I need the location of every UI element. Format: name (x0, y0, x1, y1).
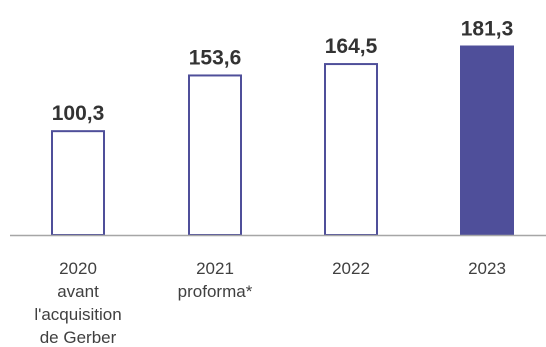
category-label-0-line-2: l'acquisition (34, 305, 121, 324)
bar-3 (460, 45, 514, 237)
value-label-3: 181,3 (461, 18, 514, 41)
category-label-0-line-1: avant (57, 282, 99, 301)
category-label-2-line-0: 2022 (332, 259, 370, 278)
category-label-1-line-1: proforma* (178, 282, 253, 301)
value-label-0: 100,3 (52, 102, 105, 125)
bar-1 (188, 74, 242, 237)
bars-group (51, 45, 514, 237)
category-label-1-line-0: 2021 (196, 259, 234, 278)
value-labels-group: 100,3 153,6 164,5 181,3 (52, 18, 514, 126)
category-label-0-line-3: de Gerber (40, 328, 117, 347)
category-label-3-line-0: 2023 (468, 259, 506, 278)
value-label-2: 164,5 (325, 35, 378, 58)
category-label-0-line-0: 2020 (59, 259, 97, 278)
bar-2 (324, 63, 378, 236)
bar-0 (51, 130, 105, 236)
value-label-1: 153,6 (189, 46, 242, 69)
category-labels-group: 2020 avant l'acquisition de Gerber 2021 profo… (34, 259, 506, 347)
